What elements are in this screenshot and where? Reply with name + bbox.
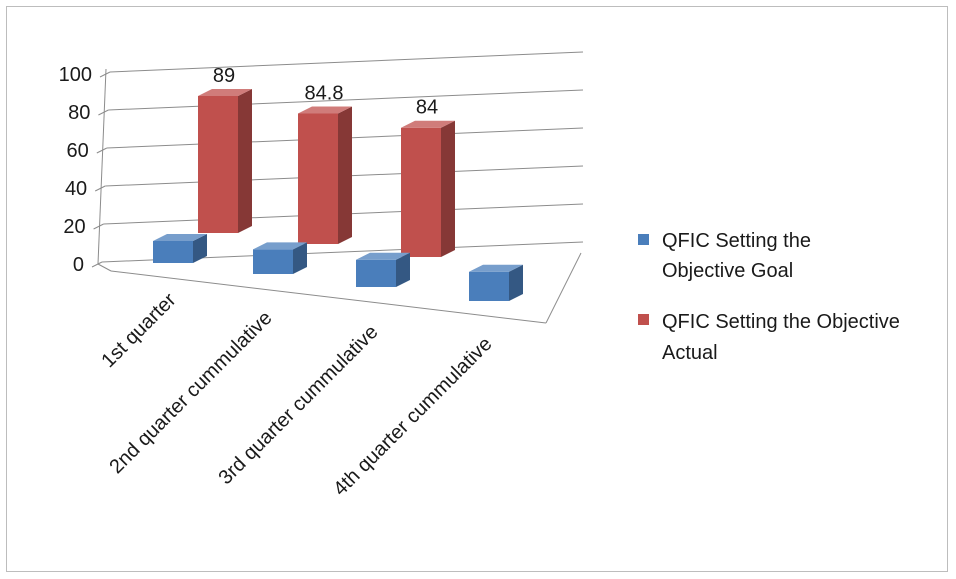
bar-goal-2-front: [253, 249, 293, 274]
bar-goal-3-top: [356, 252, 410, 260]
legend: QFIC Setting the Objective Goal QFIC Setti…: [638, 230, 900, 364]
y-tick-label: 80: [68, 102, 90, 124]
bar-goal-3-side: [396, 252, 410, 287]
y-axis-line: [97, 68, 107, 265]
y-axis-ticks: 0 20 40 60 80 100: [59, 64, 92, 276]
bars: [153, 89, 523, 301]
bar-actual-3-side: [441, 120, 455, 257]
tick-mark: [93, 223, 104, 230]
bar-actual-1-top: [198, 89, 252, 97]
tick-mark: [99, 71, 111, 78]
bar-actual-2-front: [298, 113, 338, 244]
legend-goal-line1: QFIC Setting the: [662, 230, 811, 252]
category-label-1: 1st quarter: [97, 289, 180, 372]
gridline: [108, 89, 584, 111]
bar-actual-3-top: [401, 120, 455, 128]
legend-swatch-goal: [638, 234, 649, 245]
bar-goal-2-top: [253, 242, 307, 250]
floor-front-edge: [110, 270, 547, 324]
tick-mark: [94, 185, 106, 192]
bar-goal-1: [153, 234, 207, 263]
data-label-3: 84: [416, 97, 438, 119]
y-tick-label: 0: [73, 254, 84, 276]
bar-actual-2-side: [338, 106, 352, 244]
legend-actual-line2: Actual: [662, 342, 718, 364]
data-labels: 89 84.8 84: [213, 65, 438, 119]
bar-goal-1-top: [153, 234, 207, 242]
bar-goal-4-top: [469, 264, 523, 272]
chart-walls: [97, 68, 582, 324]
bar-goal-4: [469, 264, 523, 301]
legend-actual-line1: QFIC Setting the Objective: [662, 311, 900, 333]
bar-goal-1-front: [153, 241, 193, 263]
tick-mark: [98, 109, 109, 116]
data-label-2: 84.8: [305, 82, 344, 104]
bar-goal-2: [253, 242, 307, 274]
chart-frame: 0 20 40 60 80 100 89 84.8 84 1st quarter 2nd qua…: [6, 6, 948, 572]
bar-actual-1-front: [198, 96, 238, 234]
bar-actual-2-top: [298, 106, 352, 114]
y-tick-label: 40: [65, 178, 87, 200]
data-label-1: 89: [213, 65, 235, 87]
floor-left-edge: [97, 263, 112, 272]
legend-goal-line2: Objective Goal: [662, 260, 793, 282]
bar-goal-4-front: [469, 271, 509, 301]
gridline: [109, 51, 584, 73]
floor-right-edge: [545, 252, 582, 324]
bar-actual-1-side: [238, 89, 252, 234]
tick-mark: [96, 147, 108, 154]
bar-goal-3: [356, 252, 410, 287]
y-tick-label: 60: [67, 140, 89, 162]
tick-mark: [91, 261, 103, 268]
bar-goal-3-front: [356, 259, 396, 287]
y-tick-label: 20: [63, 216, 85, 238]
bar-goal-4-side: [509, 264, 523, 301]
bar-goal-1-side: [193, 234, 207, 263]
y-tick-label: 100: [59, 64, 92, 86]
bar-actual-1: [198, 89, 252, 234]
bar-actual-3-front: [401, 127, 441, 257]
bar-actual-2: [298, 106, 352, 244]
bar-goal-2-side: [293, 242, 307, 274]
legend-swatch-actual: [638, 314, 649, 325]
bar-actual-3: [401, 120, 455, 257]
